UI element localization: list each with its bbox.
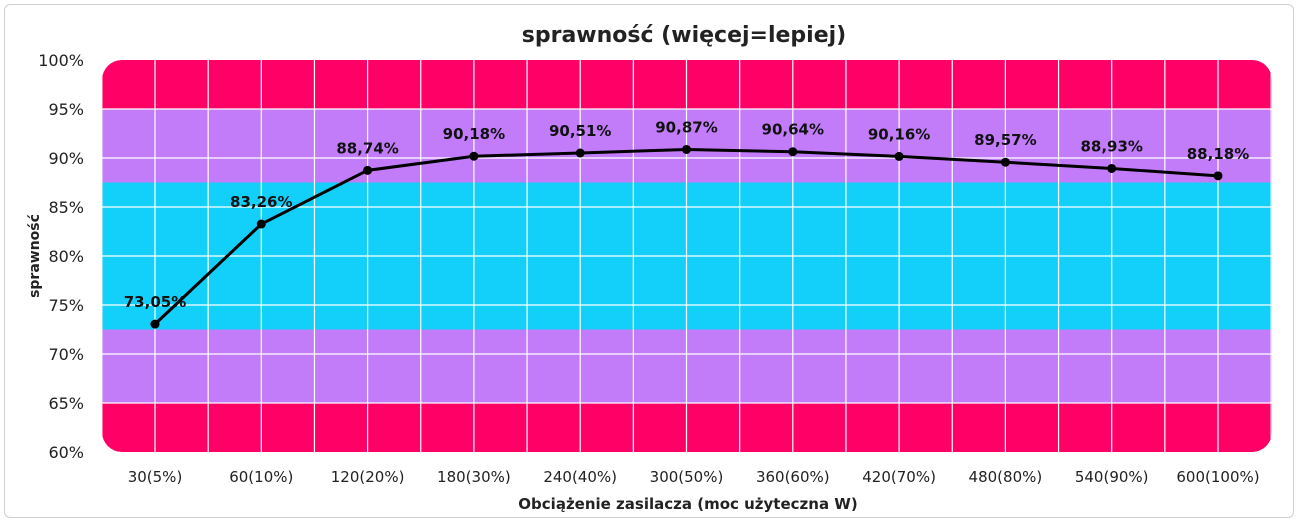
chart-title: sprawność (więcej=lepiej) [522, 23, 846, 48]
data-point [788, 147, 798, 157]
data-point [363, 165, 373, 175]
data-point [1213, 171, 1223, 181]
y-axis-ticks: 60% 65% 70% 75% 80% 85% 90% 95% 100% [38, 51, 84, 462]
data-point [575, 148, 585, 158]
x-tick-label: 300(50%) [650, 468, 724, 486]
efficiency-series [150, 144, 1223, 329]
y-tick-label: 65% [48, 394, 84, 413]
data-label: 73,05% [124, 293, 186, 311]
x-axis-ticks: 30(5%) 60(10%) 120(20%) 180(30%) 240(40%) 300… [128, 468, 1260, 486]
data-label: 88,18% [1187, 145, 1249, 163]
x-tick-label: 180(30%) [437, 468, 511, 486]
data-label: 88,93% [1080, 137, 1142, 155]
data-point [469, 151, 479, 161]
data-label: 90,18% [443, 125, 505, 143]
data-label: 89,57% [974, 131, 1036, 149]
data-point [1107, 163, 1117, 173]
x-tick-label: 240(40%) [543, 468, 617, 486]
data-point [256, 219, 266, 229]
y-tick-label: 85% [48, 198, 84, 217]
x-tick-label: 600(100%) [1176, 468, 1259, 486]
y-tick-label: 80% [48, 247, 84, 266]
data-label: 90,51% [549, 122, 611, 140]
x-tick-label: 60(10%) [229, 468, 293, 486]
y-tick-label: 75% [48, 296, 84, 315]
grid-lines [101, 60, 1272, 452]
x-tick-label: 360(60%) [756, 468, 830, 486]
data-label: 90,16% [868, 125, 930, 143]
x-tick-label: 420(70%) [862, 468, 936, 486]
y-tick-label: 70% [48, 345, 84, 364]
data-label: 90,87% [655, 118, 717, 136]
y-axis-label: sprawność [27, 214, 43, 298]
data-point [150, 319, 160, 329]
data-point [682, 144, 691, 154]
y-tick-label: 60% [48, 443, 84, 462]
x-axis-label: Obciążenie zasilacza (moc użyteczna W) [518, 495, 857, 513]
data-label: 88,74% [336, 139, 398, 157]
y-tick-label: 95% [48, 100, 84, 119]
chart-frame [4, 4, 1294, 518]
x-tick-label: 540(90%) [1075, 468, 1149, 486]
data-label: 83,26% [230, 193, 292, 211]
data-point [1000, 157, 1010, 167]
x-tick-label: 120(20%) [331, 468, 405, 486]
x-tick-label: 30(5%) [128, 468, 183, 486]
data-labels: 73,05% 83,26% 88,74% 90,18% 90,51% 90,87% 90,6… [124, 118, 1249, 311]
y-tick-label: 100% [38, 51, 84, 70]
data-point [894, 151, 904, 161]
data-label: 90,64% [762, 121, 824, 139]
y-tick-label: 90% [48, 149, 84, 168]
x-tick-label: 480(80%) [969, 468, 1043, 486]
